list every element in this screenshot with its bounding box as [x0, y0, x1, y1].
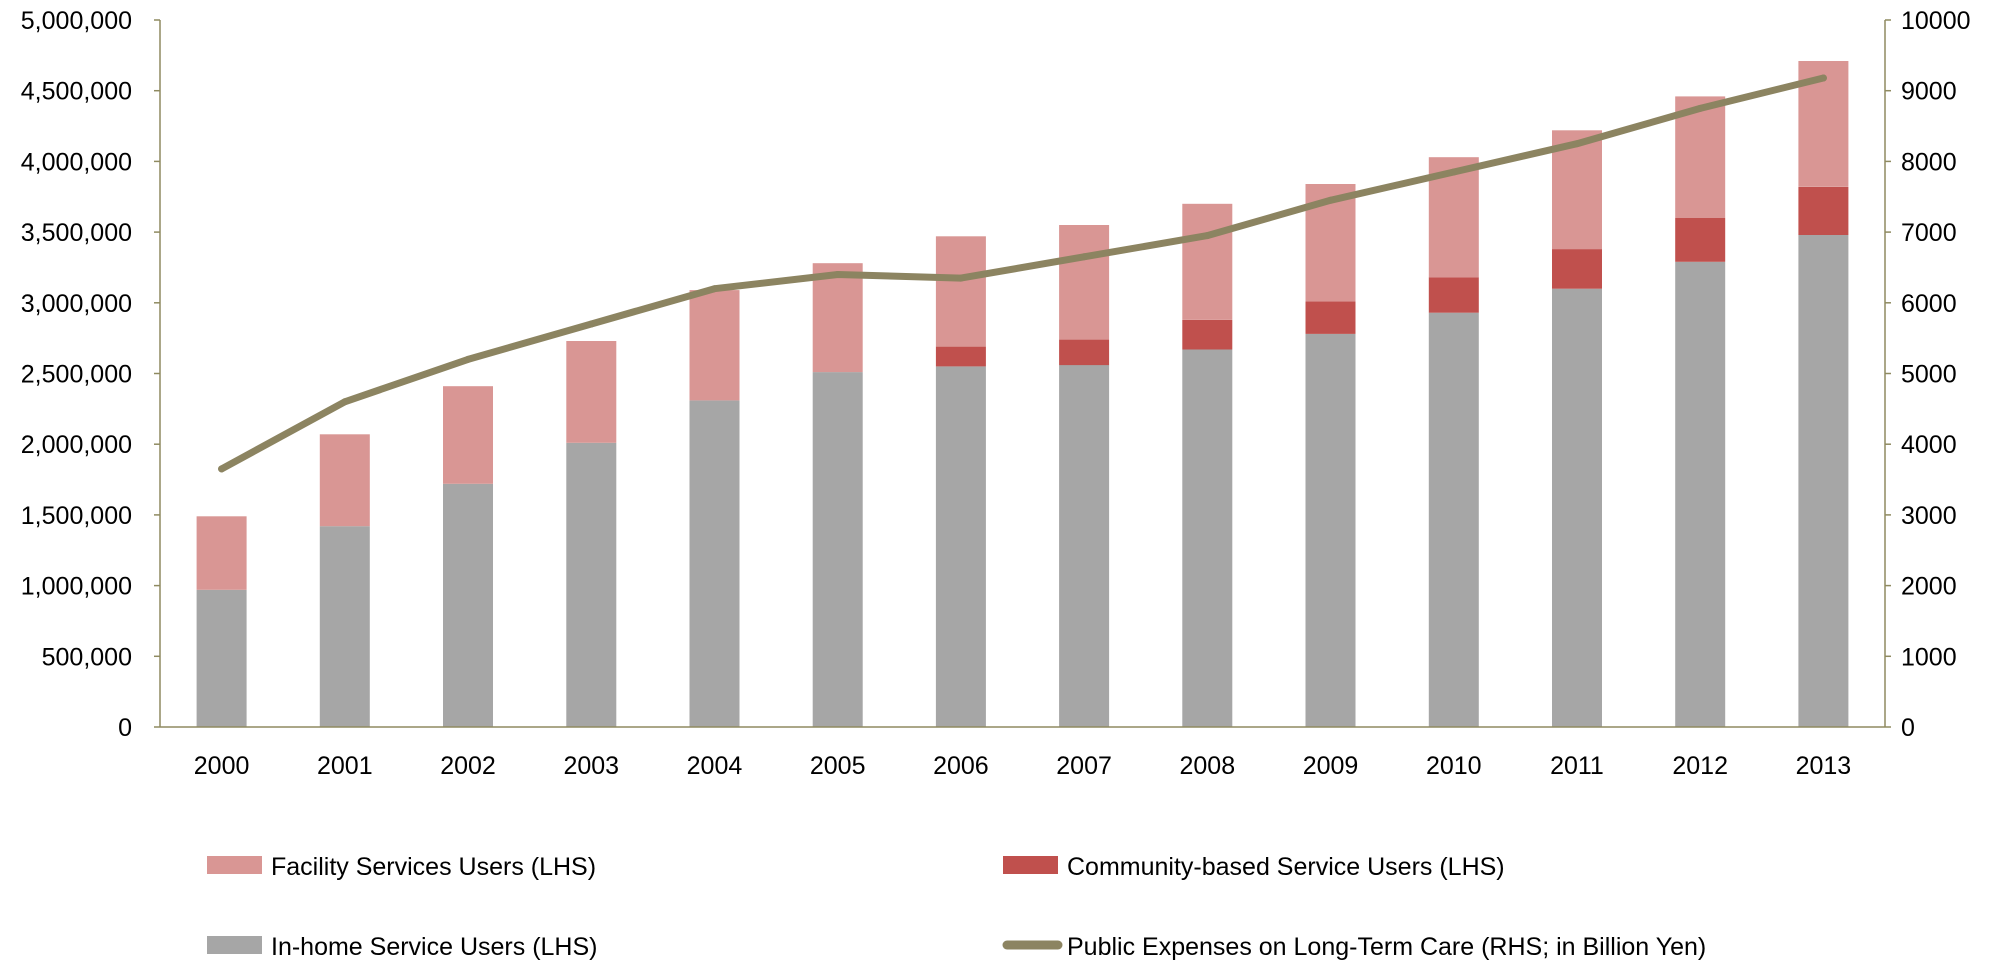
- bar-in-home-service-users-lhs-2011: [1552, 288, 1602, 727]
- left-tick-label: 3,000,000: [21, 290, 132, 318]
- left-tick-label: 2,000,000: [21, 431, 132, 459]
- line-point-2005: [834, 271, 842, 278]
- bar-in-home-service-users-lhs-2009: [1305, 333, 1356, 727]
- line-point-2004: [711, 285, 718, 293]
- left-tick-label: 1,500,000: [21, 502, 132, 530]
- left-tick-label: 5,000,000: [21, 7, 132, 35]
- bar-facility-services-users-lhs-2003: [566, 341, 617, 443]
- x-tick-label: 2011: [1550, 752, 1604, 780]
- x-tick-label: 2008: [1180, 752, 1236, 780]
- right-tick-label: 7000: [1901, 219, 1957, 247]
- bar-in-home-service-users-lhs-2013: [1798, 234, 1849, 727]
- line-point-2012: [1696, 104, 1704, 112]
- bar-community-based-service-users-lhs-2009: [1305, 301, 1356, 334]
- bar-facility-services-users-lhs-2002: [443, 386, 493, 484]
- line-layer: [218, 74, 1827, 473]
- line-point-2011: [1573, 140, 1581, 148]
- x-tick-label: 2005: [810, 752, 866, 780]
- right-tick-label: 2000: [1901, 573, 1957, 601]
- right-tick-label: 9000: [1901, 78, 1957, 106]
- bar-community-based-service-users-lhs-2011: [1552, 249, 1602, 289]
- right-tick-label: 10000: [1901, 7, 1971, 35]
- legend-swatch-in-home-service-users-lhs: [207, 936, 262, 954]
- left-tick-label: 2,500,000: [21, 361, 132, 389]
- x-tick-label: 2013: [1796, 752, 1852, 780]
- line-point-2010: [1450, 168, 1458, 176]
- right-tick-label: 4000: [1901, 431, 1957, 459]
- bar-in-home-service-users-lhs-2012: [1675, 261, 1726, 727]
- bar-facility-services-users-lhs-2007: [1059, 225, 1110, 340]
- bar-in-home-service-users-lhs-2002: [443, 483, 493, 727]
- legend-swatch-community-based-service-users-lhs: [1003, 856, 1058, 874]
- bar-facility-services-users-lhs-2005: [812, 263, 863, 373]
- x-tick-label: 2012: [1672, 752, 1728, 780]
- bar-facility-services-users-lhs-2006: [935, 236, 986, 347]
- bar-community-based-service-users-lhs-2006: [935, 346, 986, 367]
- line-point-2002: [464, 355, 472, 363]
- right-tick-label: 1000: [1901, 643, 1957, 671]
- legend-label: Facility Services Users (LHS): [271, 853, 596, 881]
- line-public-expenses-on-long-term-care-rhs-in-billion-yen: [218, 74, 1827, 473]
- legend: Facility Services Users (LHS) Community-b…: [207, 853, 1706, 961]
- bar-facility-services-users-lhs-2004: [689, 290, 740, 401]
- bar-community-based-service-users-lhs-2013: [1798, 186, 1849, 235]
- bar-in-home-service-users-lhs-2008: [1182, 349, 1233, 727]
- line-point-2001: [341, 398, 349, 406]
- bar-community-based-service-users-lhs-2012: [1675, 218, 1726, 262]
- left-tick-label: 3,500,000: [21, 219, 132, 247]
- bar-facility-services-users-lhs-2001: [319, 434, 370, 527]
- left-tick-label: 4,000,000: [21, 148, 132, 176]
- left-tick-label: 0: [118, 714, 132, 742]
- bar-in-home-service-users-lhs-2001: [319, 526, 370, 727]
- bar-in-home-service-users-lhs-2004: [689, 400, 740, 727]
- left-tick-label: 500,000: [42, 643, 132, 671]
- line-point-2003: [587, 320, 595, 328]
- line-point-2007: [1080, 253, 1088, 261]
- legend-label: Community-based Service Users (LHS): [1067, 853, 1505, 881]
- bar-in-home-service-users-lhs-2007: [1059, 365, 1110, 727]
- x-tick-label: 2010: [1426, 752, 1482, 780]
- x-tick-label: 2001: [317, 752, 373, 780]
- right-tick-label: 8000: [1901, 148, 1957, 176]
- right-tick-label: 3000: [1901, 502, 1957, 530]
- bar-in-home-service-users-lhs-2000: [196, 589, 247, 727]
- x-tick-label: 2009: [1303, 752, 1359, 780]
- right-tick-label: 6000: [1901, 290, 1957, 318]
- line-point-2006: [957, 274, 965, 282]
- line-point-2009: [1327, 196, 1334, 204]
- line-point-2013: [1819, 74, 1827, 82]
- bar-in-home-service-users-lhs-2003: [566, 442, 617, 727]
- left-tick-label: 4,500,000: [21, 78, 132, 106]
- legend-swatch-facility-services-users-lhs: [207, 856, 262, 874]
- bar-community-based-service-users-lhs-2010: [1428, 277, 1479, 313]
- right-tick-label: 0: [1901, 714, 1915, 742]
- bar-facility-services-users-lhs-2008: [1182, 203, 1233, 320]
- bar-in-home-service-users-lhs-2005: [812, 372, 863, 727]
- x-tick-label: 2007: [1056, 752, 1112, 780]
- ticks-layer: 0 500,000 1,000,000 1,500,000 2,000,000 2,500…: [21, 7, 1971, 780]
- line-point-2008: [1203, 232, 1211, 240]
- left-tick-label: 1,000,000: [21, 573, 132, 601]
- legend-label: Public Expenses on Long-Term Care (RHS; …: [1067, 933, 1706, 961]
- legend-label: In-home Service Users (LHS): [271, 933, 597, 961]
- x-tick-label: 2006: [933, 752, 989, 780]
- x-tick-label: 2004: [687, 752, 743, 780]
- bar-facility-services-users-lhs-2000: [196, 516, 247, 590]
- x-tick-label: 2003: [563, 752, 619, 780]
- x-tick-label: 2002: [440, 752, 496, 780]
- axes-layer: [154, 19, 1891, 728]
- right-tick-label: 5000: [1901, 361, 1957, 389]
- bars-layer: [196, 61, 1849, 727]
- bar-community-based-service-users-lhs-2007: [1059, 339, 1110, 366]
- bar-in-home-service-users-lhs-2010: [1428, 312, 1479, 727]
- line-point-2000: [218, 465, 226, 473]
- x-tick-label: 2000: [194, 752, 250, 780]
- bar-in-home-service-users-lhs-2006: [935, 366, 986, 727]
- bar-community-based-service-users-lhs-2008: [1182, 319, 1233, 350]
